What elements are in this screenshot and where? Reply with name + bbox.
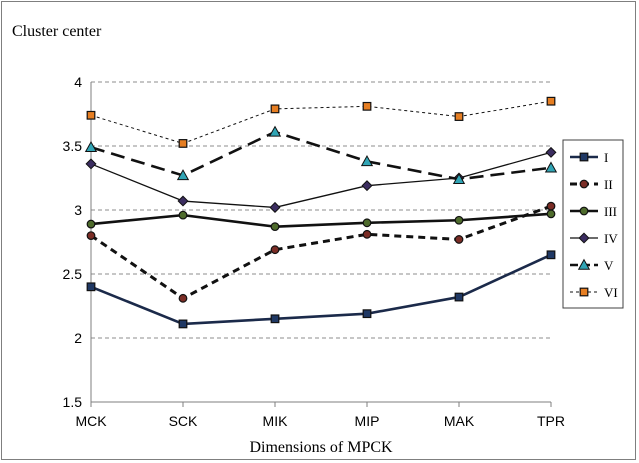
legend-item-VI: VI [570, 285, 618, 300]
data-point-III [546, 209, 556, 219]
x-tick-labels: MCK SCK MIK MIP MAK TPR [75, 402, 565, 429]
x-tick-label: MCK [75, 413, 107, 429]
y-tick-label: 3.5 [63, 138, 83, 154]
series-II [86, 201, 556, 303]
legend-item-V: V [570, 258, 614, 273]
x-tick-label: SCK [169, 413, 198, 429]
data-point-III [454, 215, 464, 225]
series-line-II [90, 204, 552, 300]
legend-swatch-marker [579, 287, 589, 297]
data-point-II [178, 293, 188, 303]
x-tick-label: MIK [263, 413, 289, 429]
data-point-I [86, 282, 96, 292]
series-IV [85, 146, 557, 213]
legend-swatch-marker [579, 206, 589, 216]
data-point-III [178, 210, 188, 220]
legend-item-I: I [570, 150, 608, 165]
data-point-VI [270, 104, 280, 114]
data-point-II [362, 229, 372, 239]
gridlines [91, 81, 551, 339]
legend-item-III: III [570, 204, 617, 219]
legend-swatch-marker [577, 258, 591, 270]
data-point-I [362, 309, 372, 319]
y-tick-label: 2.5 [63, 266, 83, 282]
legend-label: IV [604, 231, 618, 246]
data-point-VI [178, 139, 188, 148]
legend-swatch-marker [578, 232, 590, 244]
y-tick-label: 1.5 [63, 394, 83, 410]
y-tick-label: 4 [74, 74, 82, 90]
series-I [86, 250, 556, 329]
data-point-IV [85, 158, 97, 170]
chart-title: Cluster center [12, 23, 102, 40]
legend-label: III [604, 204, 617, 219]
legend-item-IV: IV [570, 231, 618, 246]
data-point-I [270, 314, 280, 324]
series [84, 96, 558, 329]
series-line-IV [90, 151, 552, 209]
legend-swatch-marker [579, 179, 589, 189]
data-point-V [176, 169, 190, 181]
data-point-III [86, 219, 96, 229]
data-point-IV [269, 201, 281, 213]
y-tick-labels: 1.5 2 2.5 3 3.5 4 [63, 74, 83, 410]
series-line-V [90, 130, 552, 181]
legend-item-II: II [570, 177, 613, 192]
legend-swatch-marker [579, 152, 589, 162]
series-line-I [90, 253, 552, 326]
x-tick-label: TPR [537, 413, 565, 429]
legend-label: V [604, 258, 614, 273]
series-line-VI [90, 100, 552, 144]
y-tick-label: 2 [74, 330, 82, 346]
data-point-I [454, 292, 464, 302]
data-point-III [270, 222, 280, 232]
legend-label: VI [604, 285, 618, 300]
legend-label: I [604, 150, 608, 165]
data-point-I [178, 319, 188, 329]
y-tick-label: 3 [74, 202, 82, 218]
x-tick-label: MIP [355, 413, 380, 429]
data-point-IV [545, 146, 557, 158]
series-V [84, 125, 558, 185]
series-line-III [90, 212, 552, 228]
data-point-II [546, 201, 556, 211]
data-point-V [360, 155, 374, 167]
data-point-V [544, 161, 558, 173]
series-III [86, 209, 556, 232]
legend-label: II [604, 177, 613, 192]
data-point-V [84, 140, 98, 153]
data-point-VI [86, 110, 96, 120]
data-point-II [86, 231, 96, 241]
x-tick-label: MAK [444, 413, 475, 429]
x-axis-label: Dimensions of MPCK [249, 439, 393, 456]
data-point-V [268, 125, 282, 137]
data-point-VI [546, 96, 556, 106]
data-point-III [362, 218, 372, 228]
data-point-VI [362, 101, 372, 111]
data-point-VI [454, 112, 464, 121]
data-point-II [454, 235, 464, 244]
data-point-V [452, 172, 466, 185]
data-point-I [546, 250, 556, 260]
data-point-IV [361, 180, 373, 192]
legend-box [562, 139, 624, 309]
data-point-II [270, 245, 280, 255]
data-point-IV [177, 195, 189, 207]
series-VI [86, 96, 556, 148]
